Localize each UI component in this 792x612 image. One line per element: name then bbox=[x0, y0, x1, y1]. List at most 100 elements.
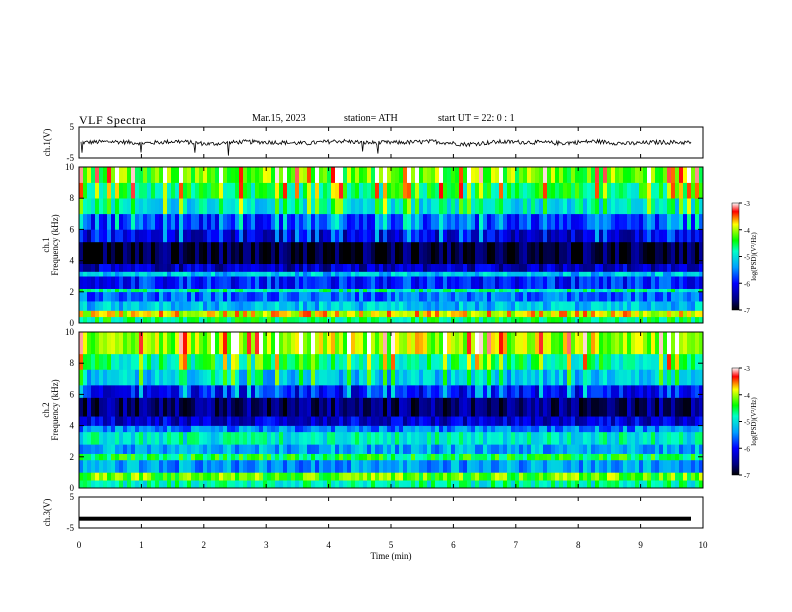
spectrogram-cell bbox=[531, 182, 536, 199]
spectrogram-cell bbox=[263, 453, 268, 461]
spectrogram-cell bbox=[651, 459, 656, 473]
spectrogram-cell bbox=[459, 182, 464, 199]
spectrogram-cell bbox=[115, 416, 120, 426]
spectrogram-cell bbox=[91, 263, 96, 272]
spectrogram-cell bbox=[251, 213, 256, 230]
spectrogram-cell bbox=[595, 241, 600, 265]
spectrogram-cell bbox=[611, 425, 616, 433]
spectrogram-cell bbox=[519, 241, 524, 265]
spectrogram-cell bbox=[399, 425, 404, 433]
spectrogram-cell bbox=[555, 213, 560, 230]
spectrogram-cell bbox=[343, 213, 348, 230]
spectrogram-cell bbox=[383, 198, 388, 215]
spectrogram-cell bbox=[247, 288, 252, 293]
spectrogram-cell bbox=[171, 444, 176, 454]
spectrogram-cell bbox=[443, 425, 448, 433]
spectrogram-cell bbox=[295, 241, 300, 265]
spectrogram-cell bbox=[299, 416, 304, 426]
spectrogram-cell bbox=[583, 182, 588, 199]
spectrogram-cell bbox=[227, 397, 232, 417]
spectrogram-cell bbox=[455, 332, 460, 355]
spectrogram-cell bbox=[119, 229, 124, 243]
spectrogram-cell bbox=[363, 291, 368, 302]
spectrogram-cell bbox=[199, 182, 204, 199]
spectrogram-cell bbox=[307, 453, 312, 461]
spectrogram-cell bbox=[283, 480, 288, 489]
spectrogram-cell bbox=[155, 332, 160, 355]
spectrogram-cell bbox=[503, 310, 508, 318]
spectrogram-cell bbox=[339, 263, 344, 272]
spectrogram-cell bbox=[267, 316, 272, 324]
spectrogram-cell bbox=[239, 301, 244, 311]
spectrogram-cell bbox=[651, 241, 656, 265]
spectrogram-cell bbox=[447, 291, 452, 302]
spectrogram-cell bbox=[315, 425, 320, 433]
spectrogram-cell bbox=[439, 229, 444, 243]
spectrogram-cell bbox=[587, 310, 592, 318]
spectrogram-cell bbox=[287, 301, 292, 311]
spectrogram-cell bbox=[95, 276, 100, 289]
spectrogram-cell bbox=[499, 385, 504, 398]
spectrogram-cell bbox=[627, 353, 632, 370]
spectrogram-cell bbox=[635, 213, 640, 230]
spectrogram-cell bbox=[115, 397, 120, 417]
spectrogram-cell bbox=[435, 271, 440, 277]
spectrogram-cell bbox=[483, 288, 488, 293]
spectrogram-cell bbox=[531, 198, 536, 215]
spectrogram-cell bbox=[671, 397, 676, 417]
spectrogram-cell bbox=[347, 182, 352, 199]
spectrogram-cell bbox=[191, 472, 196, 481]
spectrogram-cell bbox=[303, 276, 308, 289]
spectrogram-cell bbox=[531, 288, 536, 293]
spectrogram-cell bbox=[451, 385, 456, 398]
spectrogram-cell bbox=[479, 444, 484, 454]
spectrogram-cell bbox=[459, 310, 464, 318]
spectrogram-cell bbox=[79, 241, 84, 265]
spectrogram-cell bbox=[307, 444, 312, 454]
spectrogram-cell bbox=[591, 198, 596, 215]
spectrogram-cell bbox=[323, 444, 328, 454]
spectrogram-cell bbox=[695, 369, 700, 386]
spectrogram-cell bbox=[587, 431, 592, 445]
spectrogram-cell bbox=[331, 271, 336, 277]
spectrogram-cell bbox=[611, 271, 616, 277]
spectrogram-cell bbox=[383, 425, 388, 433]
spectrogram-cell bbox=[659, 288, 664, 293]
spectrogram-cell bbox=[535, 198, 540, 215]
spectrogram-cell bbox=[311, 453, 316, 461]
spectrogram-cell bbox=[283, 332, 288, 355]
spectrogram-cell bbox=[499, 431, 504, 445]
x-tick-label: 3 bbox=[264, 540, 269, 550]
spectrogram-cell bbox=[435, 385, 440, 398]
spectrogram-cell bbox=[639, 453, 644, 461]
station-label: station= ATH bbox=[344, 113, 398, 124]
spectrogram-cell bbox=[607, 263, 612, 272]
spectrogram-cell bbox=[563, 459, 568, 473]
spectrogram-cell bbox=[467, 271, 472, 277]
spectrogram-cell bbox=[639, 263, 644, 272]
spectrogram-cell bbox=[119, 480, 124, 489]
spectrogram-cell bbox=[335, 167, 340, 183]
spectrogram-cell bbox=[403, 310, 408, 318]
spectrogram-cell bbox=[187, 213, 192, 230]
spectrogram-cell bbox=[171, 425, 176, 433]
spectrogram-cell bbox=[167, 332, 172, 355]
spectrogram-cell bbox=[455, 198, 460, 215]
spectrogram-cell bbox=[459, 167, 464, 183]
spectrogram-cell bbox=[563, 316, 568, 324]
spectrogram-cell bbox=[599, 167, 604, 183]
spectrogram-cell bbox=[535, 453, 540, 461]
spectrogram-cell bbox=[171, 385, 176, 398]
spectrogram-cell bbox=[307, 431, 312, 445]
spectrogram-cell bbox=[427, 301, 432, 311]
spectrogram-cell bbox=[467, 301, 472, 311]
spectrogram-cell bbox=[623, 431, 628, 445]
spectrogram-cell bbox=[507, 229, 512, 243]
spectrogram-cell bbox=[139, 425, 144, 433]
spectrogram-cell bbox=[615, 288, 620, 293]
spectrogram-cell bbox=[587, 288, 592, 293]
spectrogram-cell bbox=[623, 316, 628, 324]
spectrogram-cell bbox=[375, 291, 380, 302]
spectrogram-cell bbox=[479, 241, 484, 265]
spectrogram-cell bbox=[171, 263, 176, 272]
